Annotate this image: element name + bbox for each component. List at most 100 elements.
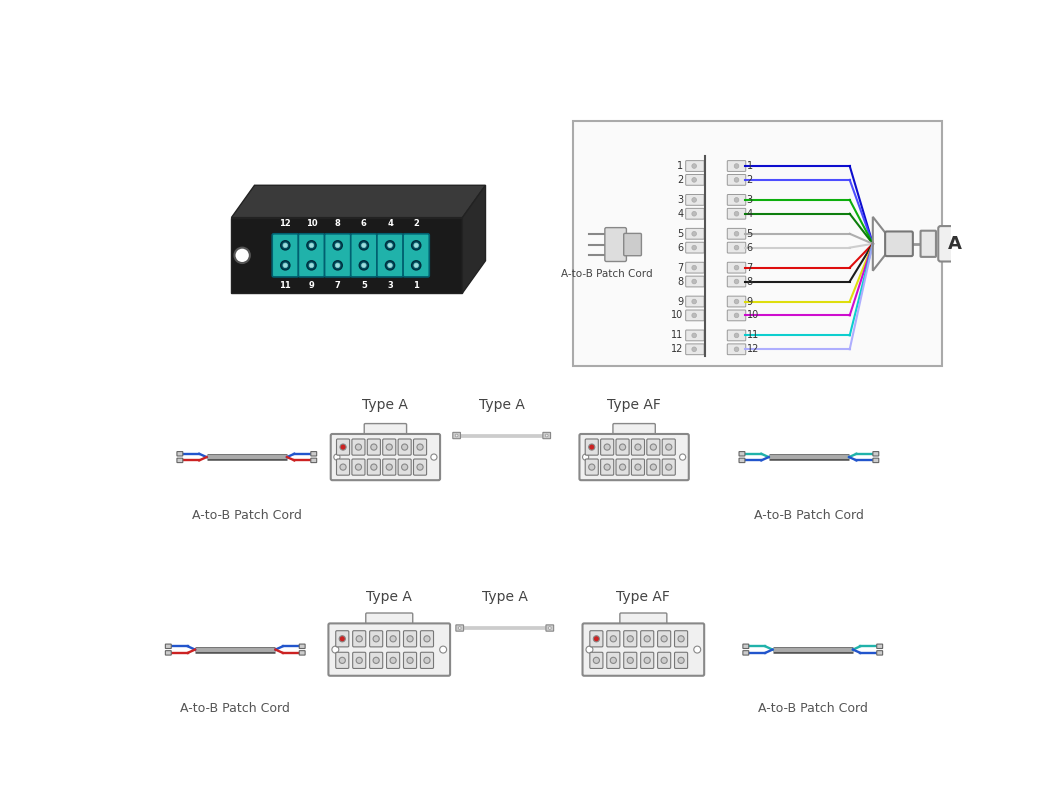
Circle shape (417, 464, 423, 470)
FancyBboxPatch shape (456, 625, 463, 631)
Circle shape (386, 464, 392, 470)
Circle shape (340, 464, 347, 470)
FancyBboxPatch shape (352, 439, 365, 455)
Text: 7: 7 (746, 263, 753, 272)
FancyBboxPatch shape (662, 459, 675, 476)
Circle shape (644, 636, 650, 642)
Circle shape (361, 243, 366, 247)
Circle shape (455, 434, 458, 437)
Circle shape (635, 444, 641, 450)
Circle shape (735, 265, 739, 270)
Text: 6: 6 (746, 243, 753, 252)
Circle shape (356, 657, 363, 663)
FancyBboxPatch shape (368, 439, 381, 455)
FancyBboxPatch shape (351, 234, 377, 277)
Circle shape (679, 454, 686, 460)
Circle shape (424, 657, 430, 663)
Text: A-to-B Patch Cord: A-to-B Patch Cord (754, 509, 864, 522)
Text: 7: 7 (677, 263, 684, 272)
Polygon shape (462, 185, 485, 293)
Circle shape (735, 347, 739, 351)
FancyBboxPatch shape (674, 652, 688, 668)
FancyBboxPatch shape (585, 459, 598, 476)
Circle shape (735, 245, 739, 250)
Circle shape (355, 464, 361, 470)
FancyBboxPatch shape (727, 276, 746, 287)
FancyBboxPatch shape (920, 231, 936, 257)
FancyBboxPatch shape (272, 234, 299, 277)
FancyBboxPatch shape (727, 160, 746, 172)
FancyBboxPatch shape (727, 296, 746, 307)
FancyBboxPatch shape (623, 652, 637, 668)
Circle shape (340, 444, 347, 450)
Circle shape (611, 657, 617, 663)
FancyBboxPatch shape (616, 439, 629, 455)
FancyBboxPatch shape (177, 458, 182, 463)
Text: A-to-B Patch Cord: A-to-B Patch Cord (758, 702, 868, 715)
Circle shape (413, 243, 419, 247)
Circle shape (735, 279, 739, 284)
FancyBboxPatch shape (387, 631, 400, 647)
Text: 6: 6 (677, 243, 684, 252)
Text: 11: 11 (746, 330, 759, 340)
Circle shape (588, 464, 595, 470)
Circle shape (335, 263, 340, 268)
Circle shape (735, 333, 739, 338)
Text: 8: 8 (746, 276, 753, 286)
FancyBboxPatch shape (165, 644, 172, 649)
Circle shape (402, 464, 408, 470)
Circle shape (586, 646, 593, 653)
FancyBboxPatch shape (387, 652, 400, 668)
Circle shape (407, 657, 413, 663)
Circle shape (735, 299, 739, 304)
FancyBboxPatch shape (674, 631, 688, 647)
Circle shape (388, 263, 392, 268)
Text: Type A: Type A (367, 590, 412, 604)
FancyBboxPatch shape (739, 458, 745, 463)
FancyBboxPatch shape (727, 344, 746, 355)
FancyBboxPatch shape (366, 613, 412, 626)
FancyBboxPatch shape (336, 631, 349, 647)
FancyBboxPatch shape (331, 434, 440, 480)
FancyBboxPatch shape (404, 652, 417, 668)
FancyBboxPatch shape (727, 174, 746, 185)
Text: 7: 7 (335, 280, 340, 290)
Circle shape (333, 260, 342, 270)
FancyBboxPatch shape (640, 652, 654, 668)
FancyBboxPatch shape (657, 631, 671, 647)
Text: 3: 3 (746, 195, 753, 205)
Circle shape (402, 444, 408, 450)
FancyBboxPatch shape (727, 262, 746, 273)
FancyBboxPatch shape (601, 459, 614, 476)
Text: 9: 9 (677, 297, 684, 306)
FancyBboxPatch shape (336, 459, 350, 476)
Circle shape (306, 260, 316, 270)
FancyBboxPatch shape (370, 652, 383, 668)
Circle shape (388, 243, 392, 247)
Circle shape (386, 260, 394, 270)
FancyBboxPatch shape (727, 194, 746, 206)
FancyBboxPatch shape (686, 310, 704, 321)
Circle shape (604, 444, 611, 450)
Text: Type A: Type A (363, 397, 408, 412)
Circle shape (386, 444, 392, 450)
Circle shape (281, 241, 290, 250)
Circle shape (678, 636, 684, 642)
FancyBboxPatch shape (647, 459, 660, 476)
Circle shape (692, 211, 696, 216)
Circle shape (413, 263, 419, 268)
Text: 2: 2 (677, 175, 684, 185)
FancyBboxPatch shape (623, 234, 641, 256)
FancyBboxPatch shape (383, 439, 395, 455)
FancyBboxPatch shape (329, 623, 450, 675)
Circle shape (694, 646, 701, 653)
Circle shape (692, 313, 696, 318)
Text: 4: 4 (677, 209, 684, 218)
FancyBboxPatch shape (589, 631, 603, 647)
Text: 4: 4 (746, 209, 753, 218)
FancyBboxPatch shape (938, 226, 972, 261)
Text: 8: 8 (677, 276, 684, 286)
FancyBboxPatch shape (686, 228, 704, 239)
Text: 10: 10 (305, 219, 317, 228)
Circle shape (735, 211, 739, 216)
